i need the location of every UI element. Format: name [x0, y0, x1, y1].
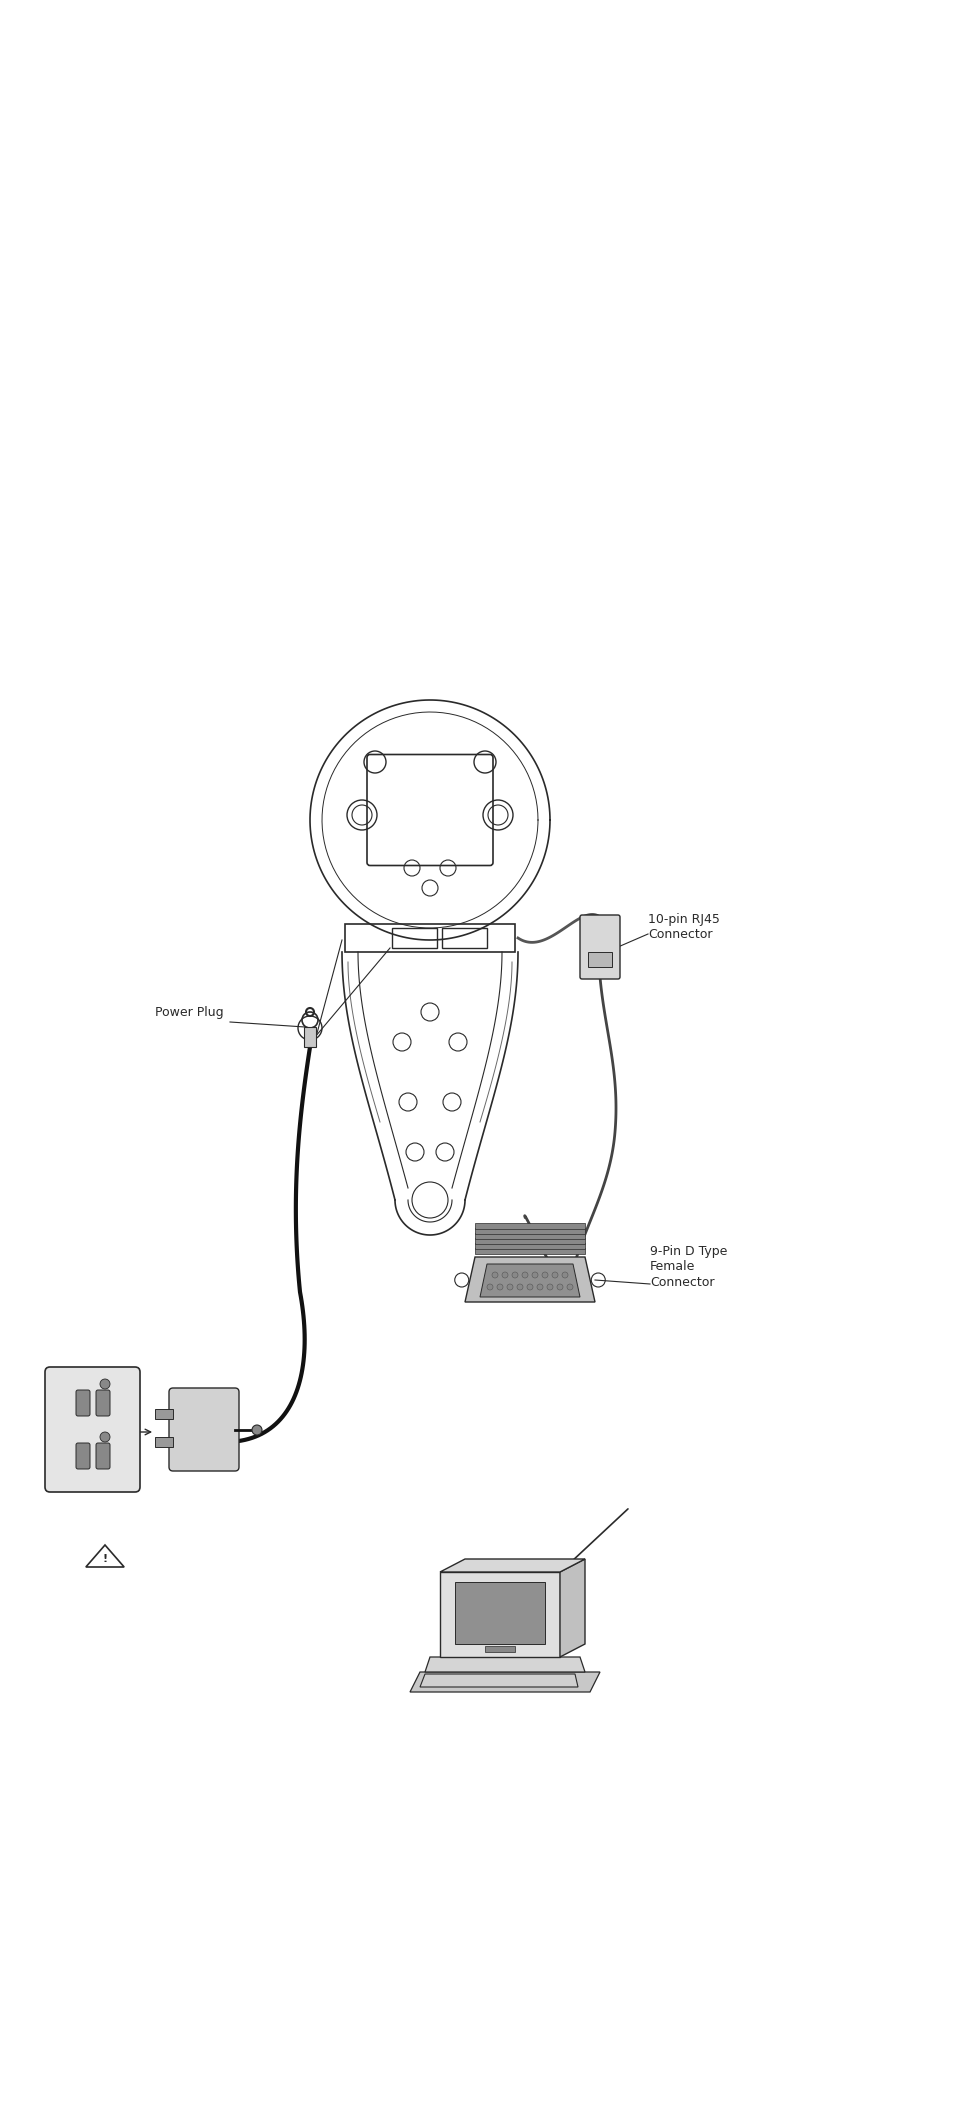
- Polygon shape: [559, 1560, 584, 1657]
- Circle shape: [512, 1271, 517, 1277]
- Polygon shape: [455, 1583, 544, 1645]
- FancyBboxPatch shape: [579, 915, 619, 978]
- Circle shape: [100, 1432, 110, 1443]
- Circle shape: [552, 1271, 558, 1277]
- Circle shape: [506, 1284, 513, 1290]
- Bar: [154, 1437, 172, 1447]
- Bar: [304, 1027, 315, 1046]
- Circle shape: [501, 1271, 507, 1277]
- Polygon shape: [464, 1256, 595, 1303]
- Bar: [484, 1647, 515, 1653]
- Bar: [587, 953, 612, 968]
- Circle shape: [521, 1271, 527, 1277]
- Circle shape: [497, 1284, 502, 1290]
- Circle shape: [541, 1271, 547, 1277]
- Bar: [475, 1229, 584, 1235]
- FancyBboxPatch shape: [45, 1367, 140, 1492]
- FancyBboxPatch shape: [96, 1443, 110, 1468]
- Circle shape: [526, 1284, 533, 1290]
- Circle shape: [566, 1284, 573, 1290]
- Bar: [475, 1233, 584, 1239]
- Bar: [154, 1409, 172, 1420]
- Circle shape: [532, 1271, 537, 1277]
- Polygon shape: [410, 1672, 599, 1691]
- FancyBboxPatch shape: [96, 1390, 110, 1415]
- Bar: [392, 927, 436, 949]
- Bar: [475, 1222, 584, 1229]
- Bar: [441, 927, 486, 949]
- Polygon shape: [424, 1657, 584, 1672]
- FancyBboxPatch shape: [169, 1388, 239, 1471]
- Bar: [475, 1248, 584, 1254]
- FancyBboxPatch shape: [76, 1390, 90, 1415]
- Circle shape: [492, 1271, 497, 1277]
- Polygon shape: [439, 1560, 584, 1572]
- Text: 10-pin RJ45
Connector: 10-pin RJ45 Connector: [647, 912, 720, 940]
- Text: 9-Pin D Type
Female
Connector: 9-Pin D Type Female Connector: [649, 1246, 726, 1288]
- Bar: [475, 1243, 584, 1250]
- Bar: [475, 1237, 584, 1243]
- Text: Power Plug: Power Plug: [154, 1006, 223, 1019]
- Circle shape: [546, 1284, 553, 1290]
- Circle shape: [537, 1284, 542, 1290]
- Circle shape: [486, 1284, 493, 1290]
- FancyBboxPatch shape: [76, 1443, 90, 1468]
- Circle shape: [557, 1284, 562, 1290]
- Text: !: !: [102, 1553, 108, 1564]
- Circle shape: [561, 1271, 567, 1277]
- Circle shape: [252, 1426, 262, 1434]
- Circle shape: [517, 1284, 522, 1290]
- Polygon shape: [419, 1674, 578, 1687]
- Polygon shape: [479, 1265, 579, 1297]
- Bar: [345, 923, 515, 953]
- Circle shape: [100, 1379, 110, 1390]
- Polygon shape: [439, 1572, 559, 1657]
